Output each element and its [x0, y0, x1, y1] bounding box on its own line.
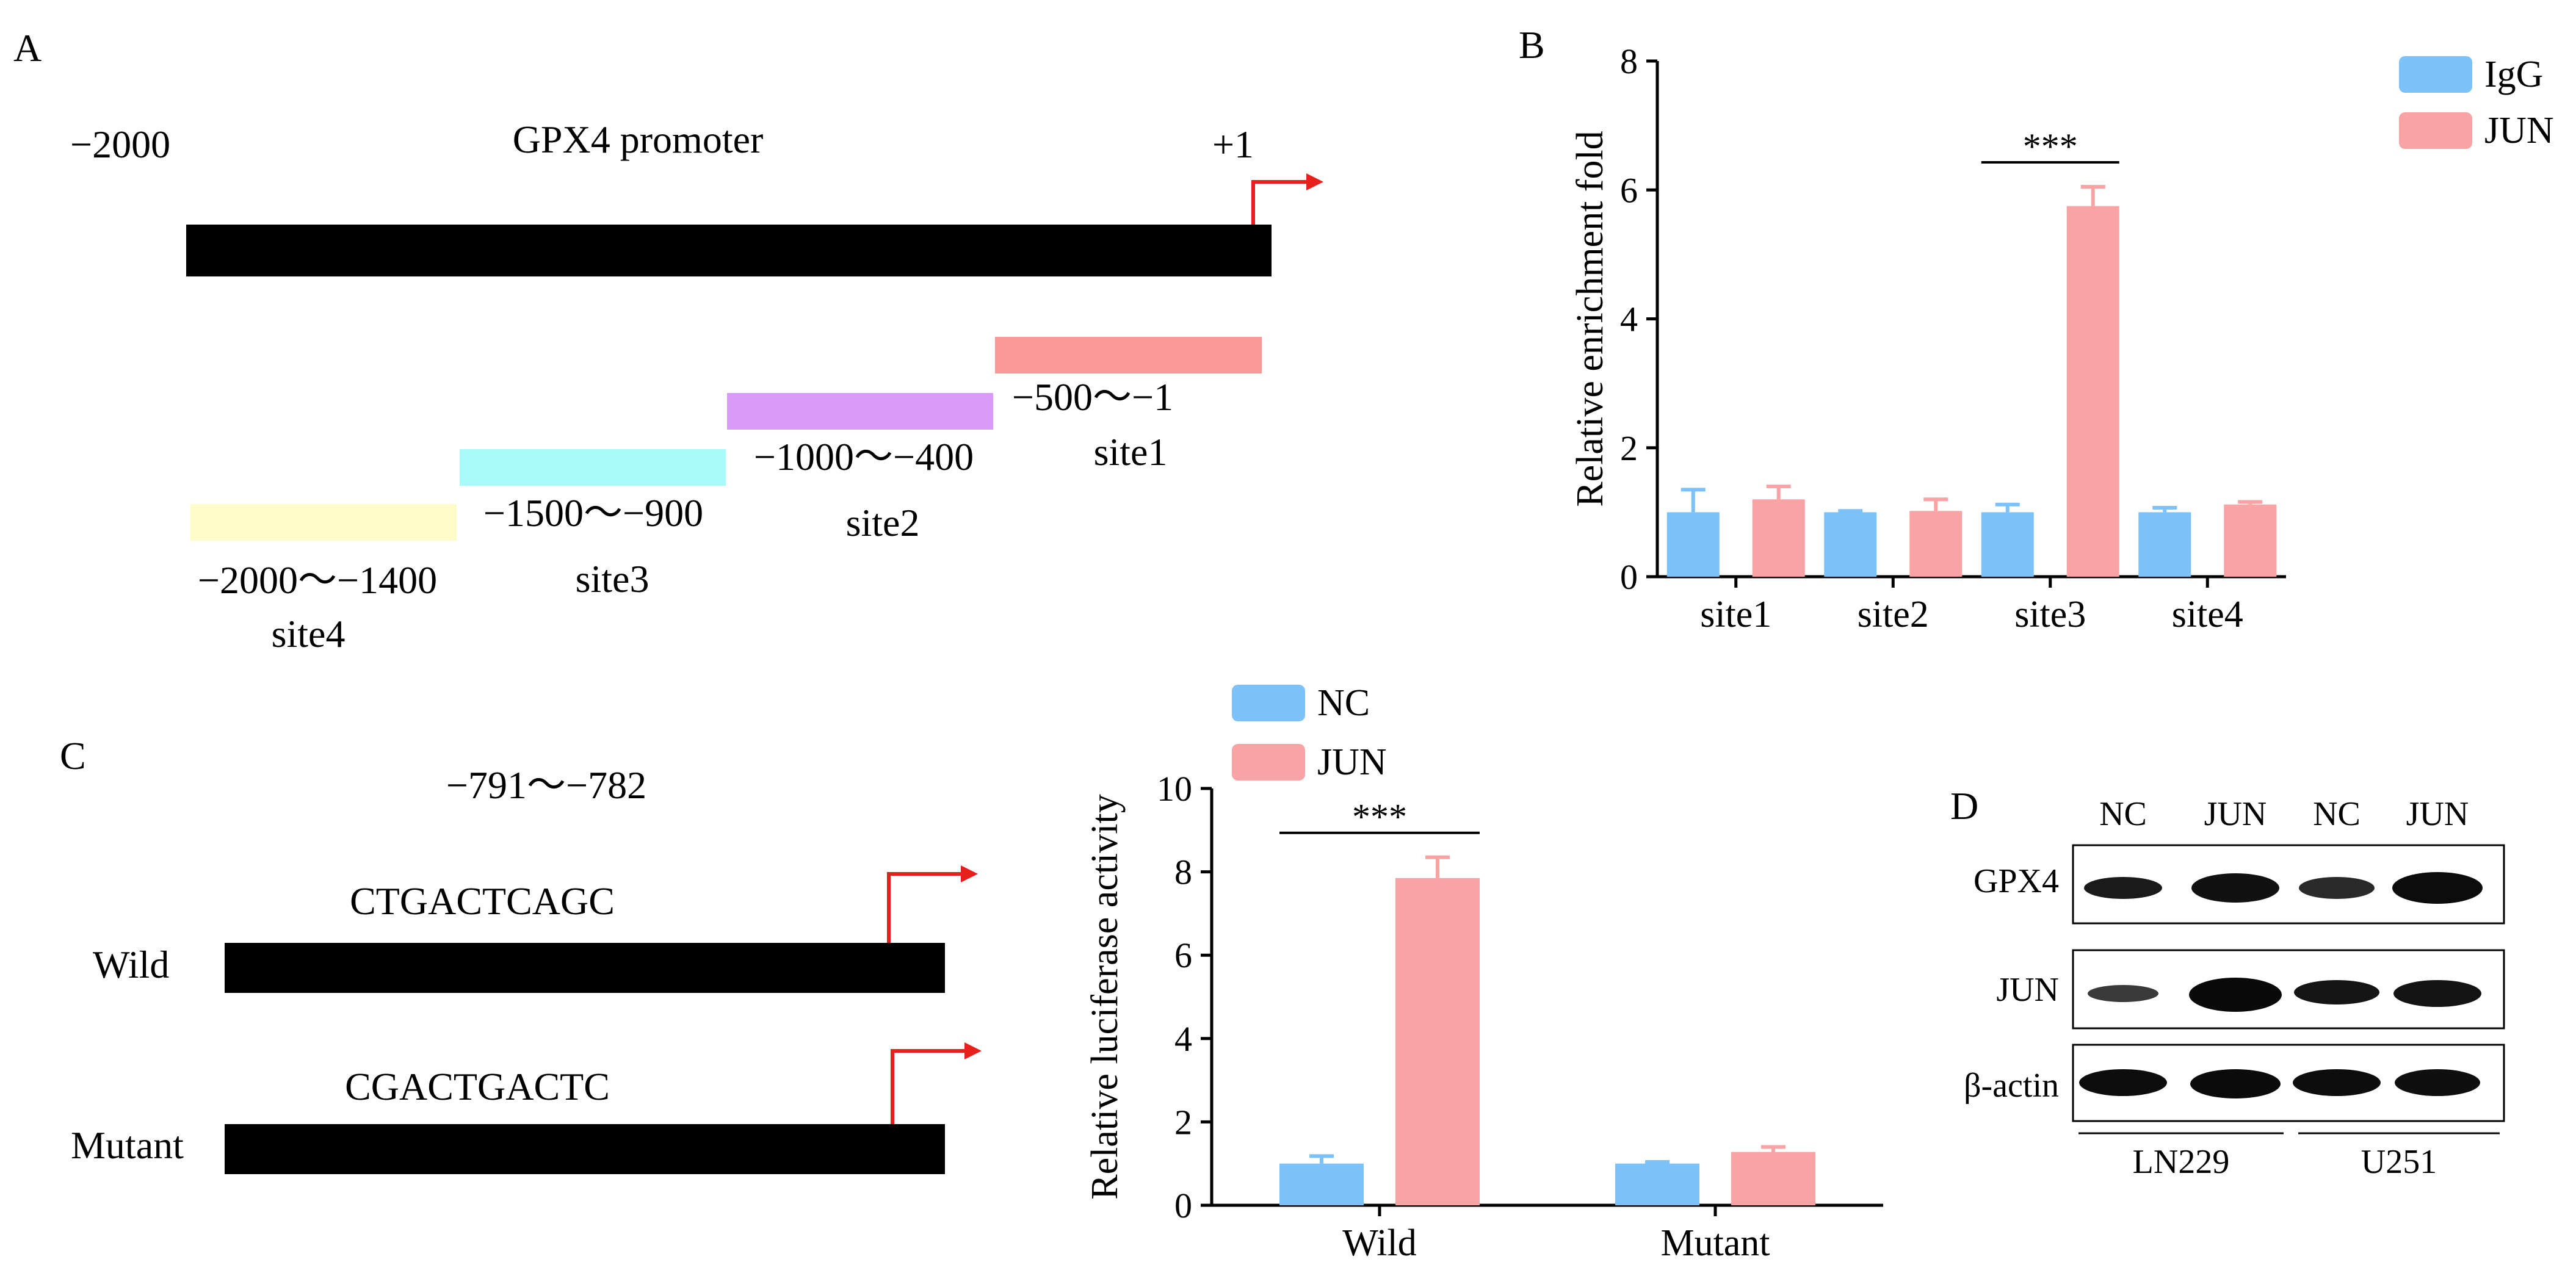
promoter-bar: [186, 225, 1272, 276]
site4-bar: [190, 504, 457, 541]
blot-band: [2190, 1069, 2281, 1098]
panel-d: D NC JUN NC JUN GPX4 JUN β-actin LN229 U…: [1950, 784, 2505, 1181]
legend-swatch: [2399, 56, 2472, 93]
site3-range: −1500～−900: [483, 491, 703, 535]
y-tick-label: 0: [1174, 1186, 1192, 1225]
tss-label: +1: [1212, 123, 1254, 166]
significance-label: ***: [2023, 126, 2078, 167]
y-axis-title: Relative enrichment fold: [1569, 131, 1611, 507]
blot-band: [2299, 877, 2375, 899]
legend-label: JUN: [2484, 110, 2554, 151]
y-tick-label: 6: [1174, 936, 1192, 975]
mutant-construct-bar: [225, 1124, 945, 1174]
promoter-start-label: −2000: [70, 123, 170, 166]
legend-label: JUN: [1317, 741, 1387, 783]
x-tick-label: site1: [1700, 594, 1771, 635]
x-tick-label: Wild: [1342, 1222, 1417, 1264]
bar-jun: [2066, 206, 2119, 577]
blot-band: [2392, 872, 2483, 904]
panel-c-label: C: [60, 734, 86, 777]
lane-label: NC: [2313, 795, 2361, 833]
bar-jun: [1909, 511, 1963, 577]
mutation-region-label: −791～−782: [446, 763, 646, 807]
cell-line-label: U251: [2361, 1143, 2437, 1181]
site1-bar: [995, 337, 1262, 373]
site1-range: −500～−1: [1012, 375, 1173, 419]
bar-jun: [1731, 1152, 1815, 1205]
y-tick-label: 2: [1620, 428, 1638, 468]
wild-tss-arrow-icon: [887, 865, 978, 943]
panel-d-label: D: [1950, 784, 1978, 828]
mutant-construct-label: Mutant: [71, 1124, 184, 1167]
lane-label: JUN: [2406, 795, 2469, 833]
mutant-sequence: CGACTGACTC: [345, 1065, 610, 1108]
mutant-tss-arrow-icon: [891, 1042, 982, 1124]
blot-band: [2189, 978, 2282, 1012]
legend-swatch: [2399, 112, 2472, 149]
blot-row-label: JUN: [1996, 971, 2059, 1009]
bar-igg: [2138, 512, 2191, 577]
x-tick-label: site2: [1858, 594, 1929, 635]
tss-arrow-icon: [1251, 173, 1323, 225]
lane-label: NC: [2099, 795, 2147, 833]
y-tick-label: 8: [1620, 41, 1638, 81]
cell-line-label: LN229: [2133, 1143, 2230, 1181]
site2-range: −1000～−400: [754, 435, 974, 478]
wild-construct-label: Wild: [93, 943, 169, 986]
panel-c: C −791～−782 CTGACTCAGC Wild CGACTGACTC M…: [60, 734, 982, 1174]
panel-a: A −2000 GPX4 promoter +1 −500～−1 site1 −…: [13, 26, 1323, 655]
blot-band: [2293, 1069, 2381, 1096]
bar-igg: [1824, 512, 1877, 577]
panel-b-label: B: [1519, 23, 1545, 67]
bar-nc: [1279, 1163, 1364, 1205]
y-tick-label: 6: [1620, 170, 1638, 210]
site4-name: site4: [272, 612, 346, 655]
panel-a-label: A: [13, 26, 42, 70]
blot-band: [2393, 980, 2481, 1007]
y-tick-label: 10: [1157, 769, 1192, 809]
significance-label: ***: [1352, 797, 1407, 837]
blot-row-label: β-actin: [1964, 1067, 2059, 1105]
site3-name: site3: [576, 557, 649, 601]
x-tick-label: Mutant: [1660, 1222, 1770, 1264]
bar-jun: [2224, 504, 2277, 577]
bar-nc: [1615, 1163, 1699, 1205]
promoter-title: GPX4 promoter: [513, 118, 764, 161]
y-tick-label: 0: [1620, 557, 1638, 597]
bar-igg: [1666, 512, 1720, 577]
wild-construct-bar: [225, 943, 945, 993]
site3-bar: [460, 449, 726, 486]
blot-band: [2395, 1069, 2480, 1096]
y-tick-label: 4: [1620, 300, 1638, 339]
site1-name: site1: [1094, 430, 1168, 474]
y-tick-label: 8: [1174, 853, 1192, 892]
site2-bar: [727, 393, 993, 430]
bar-igg: [1981, 512, 2034, 577]
x-tick-label: site3: [2014, 594, 2086, 635]
y-axis-title: Relative luciferase activity: [1084, 794, 1126, 1199]
blot-row-label: GPX4: [1974, 862, 2059, 900]
legend-swatch: [1232, 744, 1305, 781]
bar-jun: [1395, 878, 1480, 1205]
chip-enrichment-chart: B 0 2 4 6 8 Relative enrichment fold site1 site…: [1519, 23, 2554, 635]
luciferase-chart: 0 2 4 6 8 10 Relative luciferase activity Wild M…: [1084, 682, 1883, 1264]
legend-label: IgG: [2484, 54, 2543, 95]
legend-label: NC: [1317, 682, 1370, 724]
legend-swatch: [1232, 685, 1305, 721]
wild-sequence: CTGACTCAGC: [350, 879, 615, 923]
blot-band: [2294, 980, 2379, 1004]
lane-label: JUN: [2204, 795, 2267, 833]
bar-jun: [1752, 499, 1805, 577]
blot-band: [2191, 873, 2279, 903]
y-tick-label: 2: [1174, 1102, 1192, 1142]
blot-band: [2079, 1069, 2167, 1096]
blot-band: [2084, 877, 2162, 899]
site4-range: −2000～−1400: [198, 558, 437, 602]
x-tick-label: site4: [2172, 594, 2243, 635]
site2-name: site2: [846, 501, 920, 544]
blot-band: [2088, 985, 2158, 1002]
y-tick-label: 4: [1174, 1019, 1192, 1059]
